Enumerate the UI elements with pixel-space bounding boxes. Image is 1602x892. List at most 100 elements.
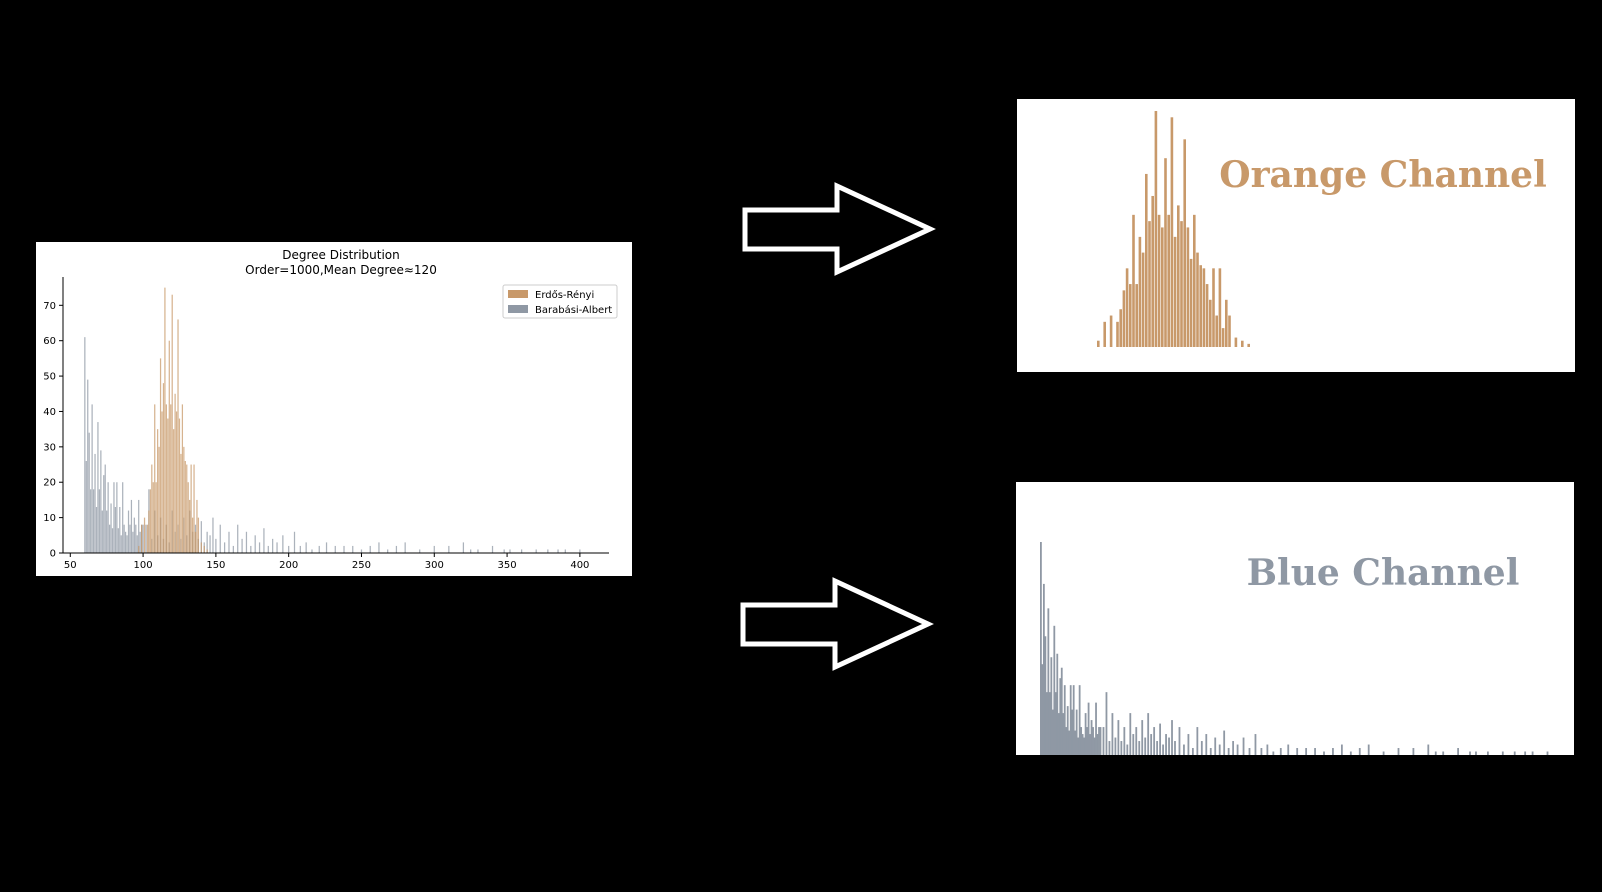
blue-channel-bar <box>1108 741 1111 755</box>
blue-channel-bar <box>1044 636 1047 755</box>
ba-bar <box>100 450 102 553</box>
er-bar <box>173 429 175 553</box>
er-bar <box>157 429 159 553</box>
er-bar <box>197 517 200 553</box>
blue-channel-bar <box>1153 727 1156 755</box>
er-bar <box>161 411 163 553</box>
blue-channel-bar <box>1117 720 1120 755</box>
blue-channel-bar <box>1232 741 1235 755</box>
blue-channel-bar <box>1095 702 1097 755</box>
ba-bar <box>258 542 261 553</box>
blue-channel-bar <box>1138 741 1141 755</box>
legend-label-erdos-renyi: Erdős-Rényi <box>535 289 594 301</box>
ba-bar <box>209 535 211 553</box>
ba-bar <box>318 545 320 553</box>
orange-channel-bar <box>1135 284 1138 347</box>
y-tick-label: 50 <box>43 372 56 383</box>
blue-channel-bar <box>1427 744 1430 755</box>
ba-bar <box>88 432 90 553</box>
orange-channel-bar <box>1221 328 1225 347</box>
blue-channel-bar <box>1260 748 1263 755</box>
orange-channel-bar <box>1119 309 1122 347</box>
ba-bar <box>491 545 494 553</box>
blue-channel-bar <box>1084 713 1087 755</box>
blue-channel-bar <box>1323 751 1325 755</box>
blue-channel-bar <box>1191 748 1194 755</box>
orange-channel-bar <box>1183 139 1186 347</box>
orange-channel-bar <box>1125 268 1129 347</box>
ba-bar <box>521 549 523 553</box>
orange-channel-bar <box>1141 252 1145 347</box>
orange-channel-bar <box>1180 221 1183 347</box>
ba-bar <box>142 524 144 553</box>
orange-channel-bar <box>1109 315 1113 347</box>
right-arrow-icon <box>740 577 934 671</box>
ba-bar <box>130 499 133 553</box>
blue-channel-bar <box>1305 748 1308 755</box>
er-bar <box>194 531 197 553</box>
er-bar <box>152 482 154 553</box>
ba-bar <box>138 499 140 553</box>
orange-channel-bar <box>1138 236 1142 347</box>
er-bar <box>180 453 182 553</box>
blue-channel-bar <box>1059 678 1062 755</box>
blue-channel-bar <box>1063 685 1066 755</box>
ba-bar <box>120 535 122 553</box>
ba-bar <box>387 549 389 553</box>
chart-title: Degree Distribution <box>282 248 400 262</box>
degree-distribution-svg: Degree Distribution Order=1000,Mean Degr… <box>43 248 618 571</box>
blue-channel-bar <box>1223 730 1226 755</box>
ba-bar <box>106 510 108 553</box>
ba-bar <box>250 545 252 553</box>
er-bar <box>164 287 166 553</box>
ba-bar <box>282 535 284 553</box>
er-bar <box>155 482 157 553</box>
ba-bar <box>547 549 549 553</box>
blue-channel-bar <box>1214 737 1217 755</box>
legend-box <box>502 284 618 319</box>
blue-channel-bar <box>1358 748 1361 755</box>
orange-channel-bar <box>1177 205 1180 347</box>
ba-bar <box>97 422 99 553</box>
blue-channel-bar <box>1092 727 1094 755</box>
orange-channel-bar <box>1212 268 1215 347</box>
ba-bar <box>395 545 398 553</box>
orange-channel-bar <box>1097 340 1100 347</box>
er-bar <box>143 517 146 553</box>
right-arrow-icon <box>742 182 936 276</box>
blue-channel-bars <box>1040 542 1549 755</box>
blue-channel-bar <box>1065 727 1068 755</box>
blue-channel-bar <box>1050 657 1053 755</box>
orange-channel-bar <box>1228 315 1231 347</box>
ba-bar <box>219 524 221 553</box>
blue-channel-bar <box>1099 727 1102 755</box>
er-bar <box>183 446 185 553</box>
er-bar <box>181 404 184 553</box>
ba-bar <box>92 489 95 553</box>
ba-bar <box>343 545 345 553</box>
ba-bar <box>352 545 354 553</box>
orange-channel-bar <box>1241 340 1244 347</box>
blue-channel-bar <box>1129 713 1132 755</box>
ba-bar <box>305 542 307 553</box>
x-tick-label: 300 <box>425 560 444 571</box>
ba-bar <box>215 538 217 553</box>
blue-channel-bar <box>1187 734 1190 755</box>
er-bar <box>177 319 179 553</box>
ba-bar <box>117 528 119 553</box>
ba-bar <box>87 379 89 553</box>
blue-channel-bar <box>1150 734 1153 755</box>
er-bar <box>158 446 160 553</box>
blue-channel-bar <box>1040 542 1042 755</box>
ba-bar <box>124 531 127 553</box>
blue-channel-bar <box>1487 751 1489 755</box>
x-tick-label: 50 <box>64 560 77 571</box>
orange-channel-bar <box>1161 227 1164 347</box>
ba-bar <box>122 482 124 553</box>
blue-channel-bar <box>1178 727 1181 755</box>
ba-bar <box>462 542 465 553</box>
chart-subtitle: Order=1000,Mean Degree≈120 <box>245 263 437 277</box>
ba-bar <box>111 528 114 553</box>
blue-channel-bar <box>1469 751 1471 755</box>
ba-bar <box>276 542 278 553</box>
